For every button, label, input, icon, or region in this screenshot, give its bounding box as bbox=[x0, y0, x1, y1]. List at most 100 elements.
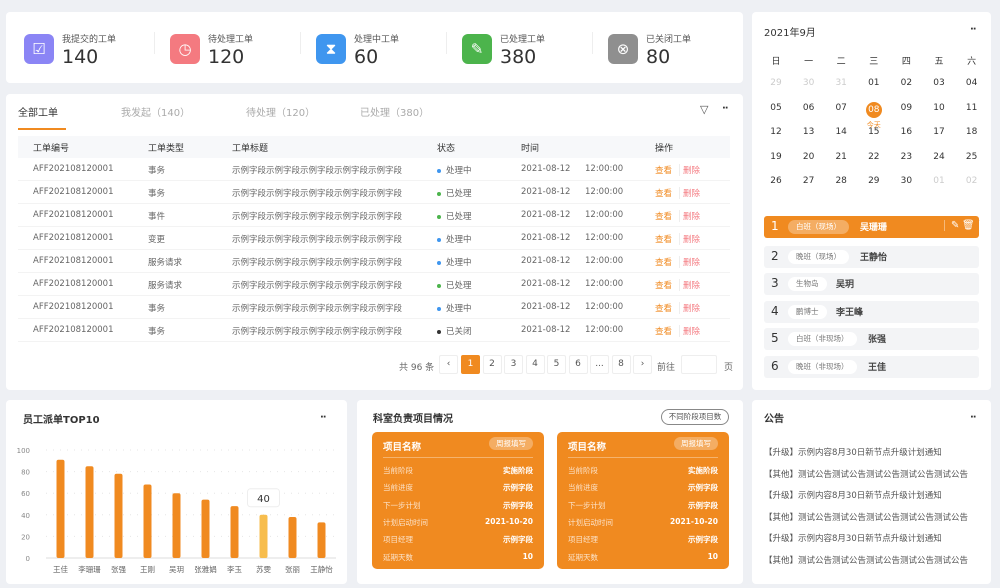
calendar-day[interactable]: 07 bbox=[835, 102, 847, 113]
delete-icon[interactable]: 🗑 bbox=[962, 220, 975, 231]
delete-link[interactable]: 删除 bbox=[679, 302, 700, 314]
project-card[interactable]: 项目名称 周报填写 当前阶段 实施阶段 当前进度 示例字段 下一步计划 示例字段 计划启动时间 2… bbox=[372, 432, 544, 569]
table-row[interactable]: AFF202108120001 服务请求 示例字段示例字段示例字段示例字段示例字段 处… bbox=[18, 250, 730, 273]
delete-link[interactable]: 删除 bbox=[679, 164, 700, 176]
table-row[interactable]: AFF202108120001 事务 示例字段示例字段示例字段示例字段示例字段 处理中… bbox=[18, 158, 730, 181]
calendar-day[interactable]: 24 bbox=[933, 151, 945, 162]
tab-0[interactable]: 全部工单 bbox=[18, 108, 58, 119]
project-card[interactable]: 项目名称 周报填写 当前阶段 实施阶段 当前进度 示例字段 下一步计划 示例字段 计划启动时间 2… bbox=[557, 432, 729, 569]
view-link[interactable]: 查看 bbox=[655, 258, 673, 268]
stat-0[interactable]: ☑ 我提交的工单 140 bbox=[24, 32, 154, 72]
tab-1[interactable]: 我发起（140） bbox=[121, 108, 191, 119]
prev-page-button[interactable]: ‹ bbox=[439, 355, 458, 374]
page-5[interactable]: 5 bbox=[547, 355, 566, 374]
calendar-day[interactable]: 17 bbox=[933, 127, 945, 137]
tab-2[interactable]: 待处理（120） bbox=[246, 108, 316, 119]
bar-张强[interactable] bbox=[114, 473, 123, 558]
page-6[interactable]: 6 bbox=[568, 355, 588, 374]
calendar-more-icon[interactable]: ·· bbox=[970, 24, 977, 35]
goto-page-input[interactable] bbox=[681, 355, 717, 374]
notice-item[interactable]: 【升级】示例内容8月30日新节点升级计划通知 bbox=[764, 534, 942, 544]
notice-item[interactable]: 【升级】示例内容8月30日新节点升级计划通知 bbox=[764, 448, 942, 458]
weekly-report-button[interactable]: 周报填写 bbox=[489, 437, 533, 450]
calendar-day[interactable]: 11 bbox=[965, 102, 978, 113]
delete-link[interactable]: 删除 bbox=[679, 256, 700, 268]
calendar-day[interactable]: 02 bbox=[900, 78, 913, 88]
calendar-day[interactable]: 23 bbox=[900, 151, 913, 162]
page-1[interactable]: 1 bbox=[461, 355, 480, 374]
calendar-day[interactable]: 29 bbox=[770, 78, 782, 88]
stat-4[interactable]: ⊗ 已关闭工单 80 bbox=[608, 32, 738, 72]
view-link[interactable]: 查看 bbox=[655, 212, 673, 222]
calendar-day[interactable]: 06 bbox=[802, 102, 815, 113]
page-3[interactable]: 3 bbox=[504, 355, 523, 374]
calendar-day[interactable]: 18 bbox=[965, 127, 978, 137]
view-link[interactable]: 查看 bbox=[655, 166, 673, 176]
view-link[interactable]: 查看 bbox=[655, 235, 673, 245]
calendar-day[interactable]: 29 bbox=[868, 176, 880, 186]
edit-icon[interactable]: ✎ bbox=[944, 220, 959, 231]
calendar-day[interactable]: 22 bbox=[868, 151, 880, 162]
view-link[interactable]: 查看 bbox=[655, 281, 673, 291]
calendar-day[interactable]: 03 bbox=[933, 78, 945, 88]
page-...[interactable]: ... bbox=[590, 355, 609, 374]
table-row[interactable]: AFF202108120001 事务 示例字段示例字段示例字段示例字段示例字段 已关闭… bbox=[18, 319, 730, 342]
notice-item[interactable]: 【其他】测试公告测试公告测试公告测试公告测试公告 bbox=[764, 555, 969, 566]
calendar-day[interactable]: 04 bbox=[965, 78, 978, 88]
delete-link[interactable]: 删除 bbox=[679, 210, 700, 222]
page-8[interactable]: 8 bbox=[611, 355, 631, 374]
table-row[interactable]: AFF202108120001 变更 示例字段示例字段示例字段示例字段示例字段 处理中… bbox=[18, 227, 730, 250]
filter-icon[interactable]: ▽ bbox=[700, 103, 709, 116]
table-row[interactable]: AFF202108120001 事务 示例字段示例字段示例字段示例字段示例字段 处理中… bbox=[18, 296, 730, 319]
stage-filter-button[interactable]: 不同阶段项目数 bbox=[661, 409, 729, 425]
calendar-day[interactable]: 21 bbox=[835, 151, 847, 162]
notice-item[interactable]: 【升级】示例内容8月30日新节点升级计划通知 bbox=[764, 491, 942, 501]
table-row[interactable]: AFF202108120001 服务请求 示例字段示例字段示例字段示例字段示例字段 已… bbox=[18, 273, 730, 296]
bar-吴玥[interactable] bbox=[172, 493, 181, 558]
calendar-day[interactable]: 16 bbox=[900, 127, 913, 137]
duty-item[interactable]: 1 白班（现场） 吴珊珊 ✎ 🗑 bbox=[764, 216, 979, 238]
calendar-day[interactable]: 19 bbox=[770, 151, 782, 162]
calendar-day[interactable]: 14 bbox=[835, 127, 847, 137]
calendar-day[interactable]: 15 bbox=[868, 127, 880, 137]
notices-more-icon[interactable]: ·· bbox=[970, 412, 977, 423]
calendar-day[interactable]: 30 bbox=[900, 176, 913, 186]
bar-苏雯[interactable] bbox=[259, 514, 268, 558]
duty-item[interactable]: 3 生物岛 吴玥 bbox=[764, 273, 979, 295]
chart-more-icon[interactable]: ·· bbox=[320, 412, 327, 423]
calendar-day[interactable]: 01 bbox=[933, 176, 945, 186]
delete-link[interactable]: 删除 bbox=[679, 325, 700, 337]
bar-李珊珊[interactable] bbox=[85, 466, 94, 558]
calendar-day[interactable]: 25 bbox=[965, 151, 978, 162]
next-page-button[interactable]: › bbox=[633, 355, 652, 374]
bar-王佳[interactable] bbox=[56, 459, 65, 558]
delete-link[interactable]: 删除 bbox=[679, 233, 700, 245]
calendar-day[interactable]: 10 bbox=[933, 102, 945, 113]
notice-item[interactable]: 【其他】测试公告测试公告测试公告测试公告测试公告 bbox=[764, 469, 969, 480]
bar-张丽[interactable] bbox=[288, 516, 297, 558]
calendar-day[interactable]: 05 bbox=[770, 102, 782, 113]
view-link[interactable]: 查看 bbox=[655, 327, 673, 337]
page-4[interactable]: 4 bbox=[525, 355, 545, 374]
stat-1[interactable]: ◷ 待处理工单 120 bbox=[170, 32, 300, 72]
bar-李玉[interactable] bbox=[230, 506, 239, 558]
tab-3[interactable]: 已处理（380） bbox=[360, 108, 430, 119]
table-row[interactable]: AFF202108120001 事件 示例字段示例字段示例字段示例字段示例字段 已处理… bbox=[18, 204, 730, 227]
calendar-day[interactable]: 12 bbox=[770, 127, 782, 137]
calendar-day[interactable]: 09 bbox=[900, 102, 913, 113]
calendar-day[interactable]: 20 bbox=[802, 151, 815, 162]
weekly-report-button[interactable]: 周报填写 bbox=[674, 437, 718, 450]
calendar-day[interactable]: 01 bbox=[868, 78, 880, 88]
calendar-day[interactable]: 30 bbox=[802, 78, 815, 88]
calendar-day-today[interactable]: 08 bbox=[865, 102, 882, 118]
bar-王静怡[interactable] bbox=[317, 522, 326, 558]
calendar-day[interactable]: 13 bbox=[802, 127, 815, 137]
bar-张雅娟[interactable] bbox=[201, 499, 210, 558]
calendar-day[interactable]: 02 bbox=[965, 176, 978, 186]
delete-link[interactable]: 删除 bbox=[679, 279, 700, 291]
table-row[interactable]: AFF202108120001 事务 示例字段示例字段示例字段示例字段示例字段 已处理… bbox=[18, 181, 730, 204]
view-link[interactable]: 查看 bbox=[655, 189, 673, 199]
bar-王刚[interactable] bbox=[143, 484, 152, 558]
delete-link[interactable]: 删除 bbox=[679, 187, 700, 199]
duty-item[interactable]: 5 白班（非现场） 张强 bbox=[764, 328, 979, 350]
